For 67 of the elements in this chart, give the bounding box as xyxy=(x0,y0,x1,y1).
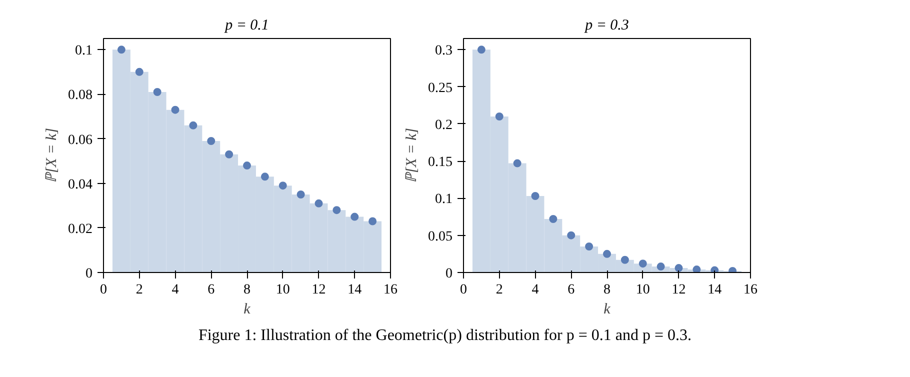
point xyxy=(278,182,287,190)
x-tick-label: 2 xyxy=(136,282,143,298)
point xyxy=(531,192,540,200)
point xyxy=(332,206,341,214)
x-axis-title: k xyxy=(604,302,611,318)
x-tick-label: 16 xyxy=(744,282,758,298)
x-tick-label: 4 xyxy=(172,282,179,298)
y-tick-label: 0.08 xyxy=(68,88,92,104)
y-tick-label: 0.25 xyxy=(428,80,452,96)
x-tick-label: 16 xyxy=(384,282,398,298)
x-tick-label: 4 xyxy=(532,282,539,298)
x-tick-label: 0 xyxy=(100,282,107,298)
point xyxy=(585,242,594,250)
y-tick-label: 0.3 xyxy=(435,44,452,59)
point xyxy=(171,106,180,114)
x-tick-label: 2 xyxy=(496,282,503,298)
x-tick-label: 0 xyxy=(460,282,467,298)
x-tick-label: 12 xyxy=(312,282,326,298)
point xyxy=(225,150,234,158)
point xyxy=(350,212,359,221)
x-tick-label: 8 xyxy=(604,282,610,298)
point xyxy=(477,46,486,54)
y-tick-label: 0.1 xyxy=(75,44,92,59)
point xyxy=(207,137,216,146)
y-tick-label: 0 xyxy=(446,266,452,282)
caption: Figure 1: Illustration of the Geometric(p) distribution for p = 0.1 and p = 0.3. xyxy=(198,326,692,346)
point xyxy=(260,172,269,181)
y-tick-label: 0.06 xyxy=(68,132,92,148)
point xyxy=(153,88,162,96)
point xyxy=(495,112,504,120)
point xyxy=(638,260,647,268)
x-tick-label: 6 xyxy=(208,282,215,298)
point xyxy=(135,68,144,76)
x-axis-title: k xyxy=(244,302,251,318)
y-axis-title: ℙ[X = k] xyxy=(44,128,60,184)
point xyxy=(567,231,576,240)
y-tick-label: 0.15 xyxy=(428,155,452,170)
y-tick-label: 0 xyxy=(86,266,92,282)
y-tick-label: 0.05 xyxy=(428,229,452,244)
x-tick-label: 10 xyxy=(276,282,290,298)
y-axis-title: ℙ[X = k] xyxy=(404,128,420,184)
point xyxy=(620,256,629,264)
chart-title: p = 0.3 xyxy=(584,18,629,34)
x-tick-label: 12 xyxy=(672,282,686,298)
point xyxy=(296,190,305,198)
x-tick-label: 8 xyxy=(244,282,250,298)
x-tick-label: 6 xyxy=(568,282,575,298)
x-tick-label: 14 xyxy=(708,282,722,298)
point xyxy=(549,215,558,224)
point xyxy=(656,262,665,271)
x-tick-label: 10 xyxy=(636,282,650,298)
y-tick-label: 0.02 xyxy=(68,222,92,237)
point xyxy=(710,266,719,272)
point xyxy=(368,217,377,226)
point xyxy=(692,266,701,272)
y-tick-label: 0.2 xyxy=(435,118,452,133)
chart-title: p = 0.1 xyxy=(224,18,269,34)
y-tick-label: 0.1 xyxy=(435,192,452,208)
point xyxy=(243,162,251,170)
y-tick-label: 0.04 xyxy=(68,177,92,192)
point xyxy=(603,250,611,258)
point xyxy=(314,199,323,208)
point xyxy=(674,264,683,272)
point xyxy=(513,159,522,168)
point xyxy=(117,46,126,54)
x-tick-label: 14 xyxy=(348,282,362,298)
point xyxy=(189,121,198,130)
